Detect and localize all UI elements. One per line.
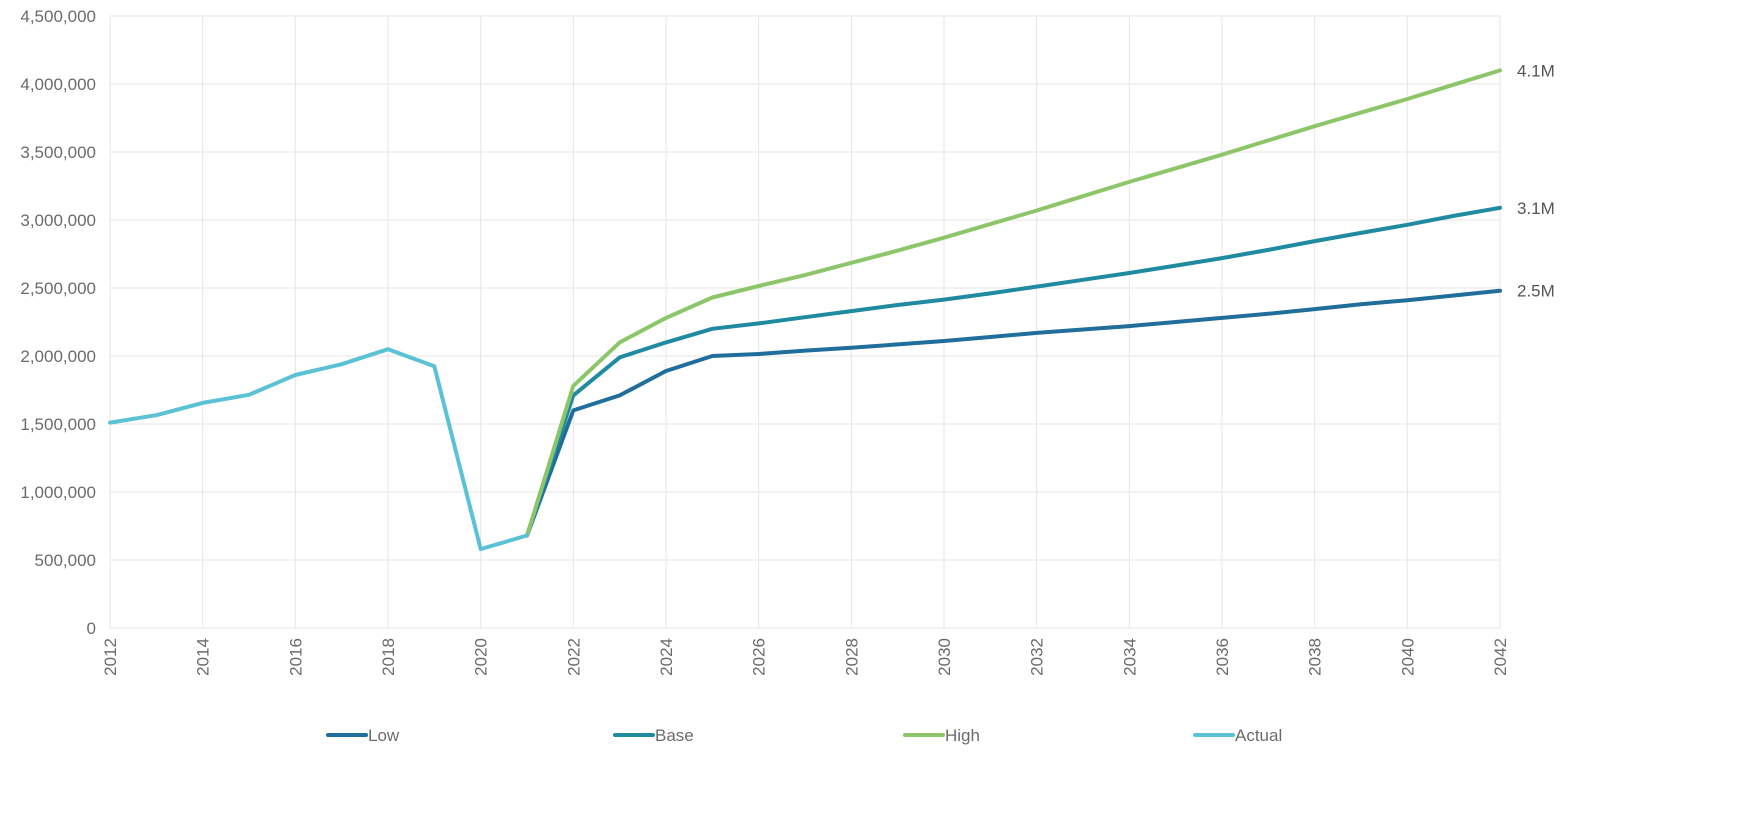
x-tick-label: 2034 [1120, 638, 1139, 676]
legend-label-low: Low [368, 726, 400, 745]
y-tick-label: 500,000 [35, 551, 96, 570]
x-tick-label: 2018 [379, 638, 398, 676]
y-tick-label: 3,000,000 [20, 211, 96, 230]
x-tick-label: 2032 [1028, 638, 1047, 676]
end-label-low: 2.5M [1517, 282, 1555, 301]
series-line-base [525, 205, 1502, 538]
series-end-labels: 2.5M 3.1M 4.1M [1517, 61, 1555, 300]
legend: Low Base High Actual [326, 726, 1282, 745]
y-tick-label: 1,000,000 [20, 483, 96, 502]
y-tick-label: 4,500,000 [20, 7, 96, 26]
x-tick-label: 2036 [1213, 638, 1232, 676]
x-tick-label: 2016 [286, 638, 305, 676]
x-tick-label: 2026 [750, 638, 769, 676]
x-tick-label: 2024 [657, 638, 676, 676]
gridlines [109, 15, 1501, 629]
x-tick-label: 2020 [472, 638, 491, 676]
x-tick-label: 2038 [1306, 638, 1325, 676]
y-axis-ticks: 0 500,000 1,000,000 1,500,000 2,000,000 2,500… [20, 7, 96, 638]
end-label-high: 4.1M [1517, 61, 1555, 80]
legend-item-low: Low [326, 726, 400, 745]
end-label-base: 3.1M [1517, 199, 1555, 218]
x-tick-label: 2028 [842, 638, 861, 676]
x-axis-ticks: 2012 2014 2016 2018 2020 2022 2024 2026 2028 2030… [101, 638, 1510, 676]
y-tick-label: 2,000,000 [20, 347, 96, 366]
y-tick-label: 2,500,000 [20, 279, 96, 298]
series-lines [108, 68, 1502, 552]
legend-label-actual: Actual [1235, 726, 1282, 745]
series-line-high [525, 68, 1502, 538]
x-tick-label: 2030 [935, 638, 954, 676]
x-tick-label: 2014 [194, 638, 213, 676]
x-tick-label: 2022 [564, 638, 583, 676]
y-tick-label: 3,500,000 [20, 143, 96, 162]
legend-item-base: Base [613, 726, 694, 745]
y-tick-label: 0 [87, 619, 96, 638]
series-line-actual [108, 347, 529, 552]
legend-label-base: Base [655, 726, 694, 745]
legend-item-actual: Actual [1193, 726, 1282, 745]
x-tick-label: 2012 [101, 638, 120, 676]
series-line-low [525, 288, 1502, 538]
y-tick-label: 4,000,000 [20, 75, 96, 94]
x-tick-label: 2040 [1398, 638, 1417, 676]
legend-label-high: High [945, 726, 980, 745]
x-tick-label: 2042 [1491, 638, 1510, 676]
legend-item-high: High [903, 726, 980, 745]
y-tick-label: 1,500,000 [20, 415, 96, 434]
